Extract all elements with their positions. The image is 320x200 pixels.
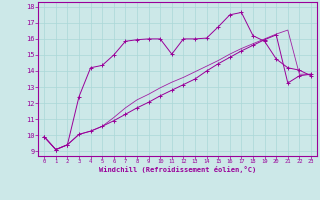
X-axis label: Windchill (Refroidissement éolien,°C): Windchill (Refroidissement éolien,°C)	[99, 166, 256, 173]
